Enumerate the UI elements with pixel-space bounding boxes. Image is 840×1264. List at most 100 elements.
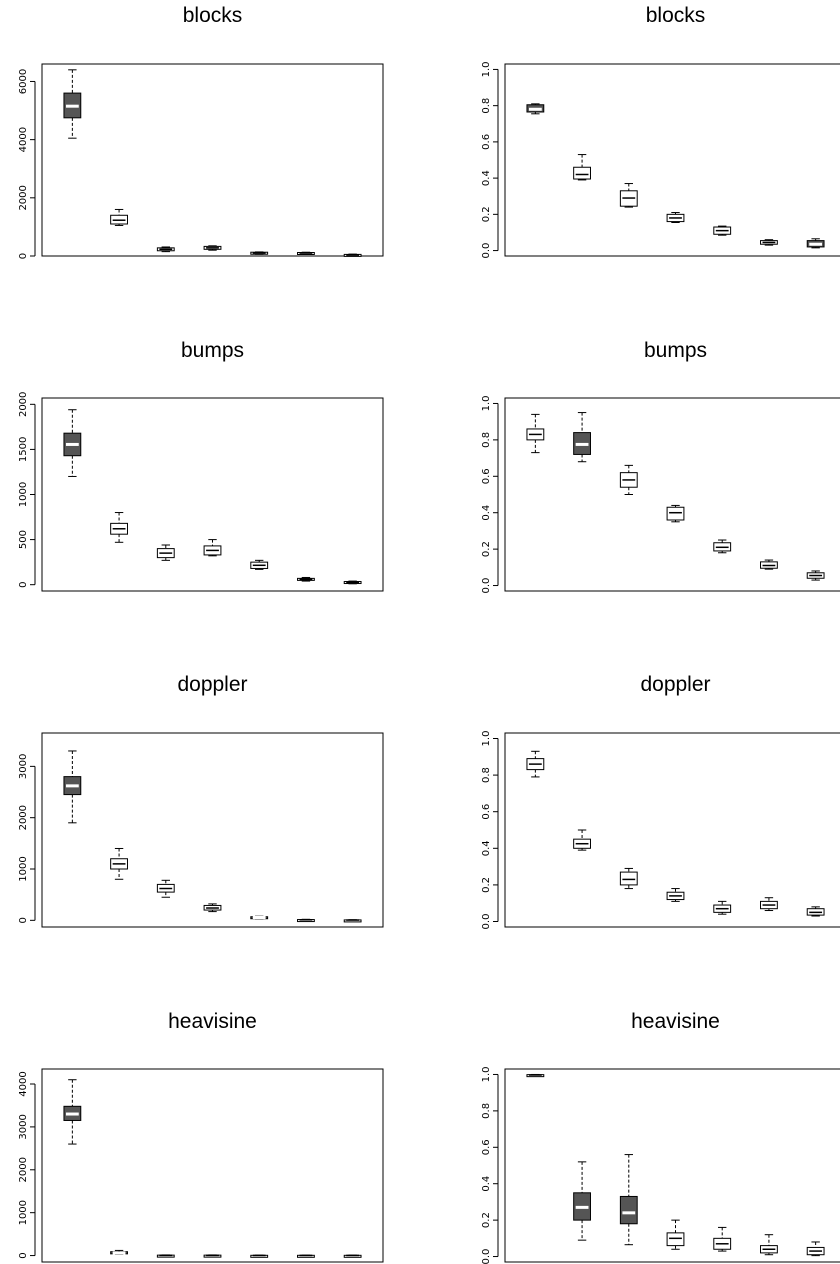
iqr-box: [666, 1232, 685, 1247]
y-tick-label: 1000: [18, 856, 29, 881]
y-tick-label: 0.6: [481, 1139, 492, 1155]
y-tick-label: 0: [18, 1252, 29, 1258]
box-7: [806, 906, 825, 917]
box-6: [297, 1254, 315, 1258]
box-6: [760, 897, 778, 912]
box-3: [156, 1254, 175, 1258]
y-tick-label: 0.2: [481, 541, 492, 557]
box-5: [250, 915, 269, 920]
y-tick-label: 0.0: [481, 1249, 492, 1264]
box-5: [713, 539, 732, 554]
box-1: [526, 103, 545, 115]
box-3: [619, 867, 638, 890]
box-3: [156, 246, 175, 253]
y-tick-label: 2000: [18, 392, 29, 417]
box-7: [343, 253, 362, 257]
box-2: [573, 154, 591, 181]
iqr-box: [666, 506, 685, 521]
box-2: [573, 412, 591, 463]
panel-1: blocks 0 2000 4000 6000: [18, 4, 384, 259]
y-tick-label: 1.0: [481, 731, 492, 747]
box-1: [526, 750, 545, 778]
iqr-box: [619, 871, 638, 886]
box-5: [250, 559, 269, 570]
y-tick-label: 1.0: [481, 61, 492, 77]
box-5: [250, 251, 269, 255]
plot-frame: [41, 1068, 384, 1263]
plot-frame: [41, 732, 384, 928]
iqr-box: [619, 1195, 638, 1225]
y-tick-label: 0.6: [481, 134, 492, 150]
plot-frame: [41, 63, 384, 257]
box-6: [297, 918, 315, 923]
y-tick-label: 4000: [18, 127, 29, 152]
y-tick-label: 3000: [18, 754, 29, 779]
y-tick-label: 2000: [18, 185, 29, 210]
y-tick-label: 0.0: [481, 578, 492, 594]
panel-title: heavisine: [631, 1010, 720, 1033]
y-tick-label: 0.6: [481, 804, 492, 820]
box-2: [110, 1249, 128, 1255]
box-1: [63, 1079, 82, 1145]
y-tick-label: 6000: [18, 69, 29, 94]
panel-6: doppler 0.0 0.2 0.4 0.6 0.8 1.0: [481, 673, 840, 929]
y-tick-label: 0.0: [481, 243, 492, 259]
box-5: [250, 1254, 269, 1258]
box-7: [806, 1241, 825, 1257]
box-3: [619, 183, 638, 208]
box-3: [156, 544, 175, 561]
y-tick-label: 500: [18, 530, 29, 549]
box-6: [297, 251, 315, 256]
y-tick-label: 0: [18, 917, 29, 923]
y-tick-label: 0.0: [481, 914, 492, 930]
y-tick-label: 0.2: [481, 1212, 492, 1228]
box-6: [760, 1234, 778, 1256]
box-7: [343, 580, 362, 585]
plot-frame: [504, 63, 840, 257]
box-3: [156, 879, 175, 898]
plot-frame: [504, 1068, 840, 1263]
box-4: [666, 504, 685, 523]
y-tick-label: 1.0: [481, 396, 492, 412]
box-3: [619, 1154, 638, 1246]
box-2: [573, 829, 591, 851]
plot-frame: [504, 732, 840, 928]
panel-title: doppler: [177, 673, 247, 696]
box-2: [110, 847, 128, 880]
y-tick-label: 0.8: [481, 767, 492, 783]
box-5: [713, 900, 732, 915]
panel-title: heavisine: [168, 1010, 257, 1033]
y-tick-label: 1000: [18, 1200, 29, 1225]
y-tick-label: 0.8: [481, 98, 492, 114]
box-7: [806, 570, 825, 581]
y-tick-label: 0.2: [481, 877, 492, 893]
box-2: [573, 1161, 591, 1241]
y-tick-label: 0.4: [481, 840, 492, 856]
box-5: [713, 225, 732, 236]
plot-frame: [504, 397, 840, 592]
box-7: [343, 1254, 362, 1258]
box-2: [110, 208, 128, 226]
y-tick-label: 0.4: [481, 1176, 492, 1192]
panel-8: heavisine 0.0 0.2 0.4 0.6 0.8 1.0: [481, 1010, 840, 1264]
y-tick-label: 0.6: [481, 468, 492, 484]
box-4: [203, 245, 222, 251]
y-tick-label: 2000: [18, 1157, 29, 1182]
panel-title: bumps: [181, 339, 244, 362]
panel-title: blocks: [183, 4, 243, 27]
box-1: [63, 750, 82, 824]
panel-5: doppler 0 1000 2000 3000: [18, 673, 384, 928]
box-6: [760, 239, 778, 246]
y-tick-label: 0.4: [481, 505, 492, 521]
box-4: [203, 539, 222, 557]
box-4: [666, 888, 685, 902]
box-4: [203, 903, 222, 913]
box-3: [619, 464, 638, 495]
box-6: [297, 576, 315, 582]
panel-title: doppler: [640, 673, 710, 696]
y-tick-label: 0.4: [481, 170, 492, 186]
box-7: [806, 238, 825, 249]
y-tick-label: 1.0: [481, 1067, 492, 1083]
panel-7: heavisine 0 1000 2000 3000 4000: [18, 1010, 384, 1263]
